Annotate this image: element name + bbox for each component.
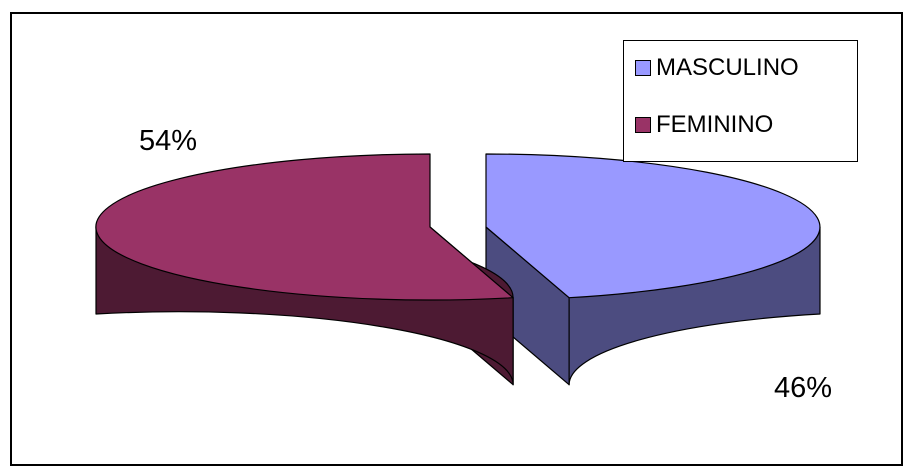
legend-label-masculino: MASCULINO <box>656 54 799 81</box>
data-label-feminino: 54% <box>139 125 198 157</box>
slice-top-masculino <box>485 153 821 299</box>
legend-item-masculino: MASCULINO <box>635 54 799 82</box>
data-label-masculino: 46% <box>774 372 833 404</box>
legend-swatch-feminino <box>635 117 651 133</box>
legend-swatch-masculino <box>635 60 651 76</box>
pie-slice-feminino <box>95 153 514 386</box>
pie-slice-masculino <box>485 153 821 386</box>
legend-item-feminino: FEMININO <box>635 111 773 139</box>
chart-legend: MASCULINO FEMININO <box>623 40 858 162</box>
legend-label-feminino: FEMININO <box>656 111 774 138</box>
slice-top-feminino <box>95 153 514 301</box>
